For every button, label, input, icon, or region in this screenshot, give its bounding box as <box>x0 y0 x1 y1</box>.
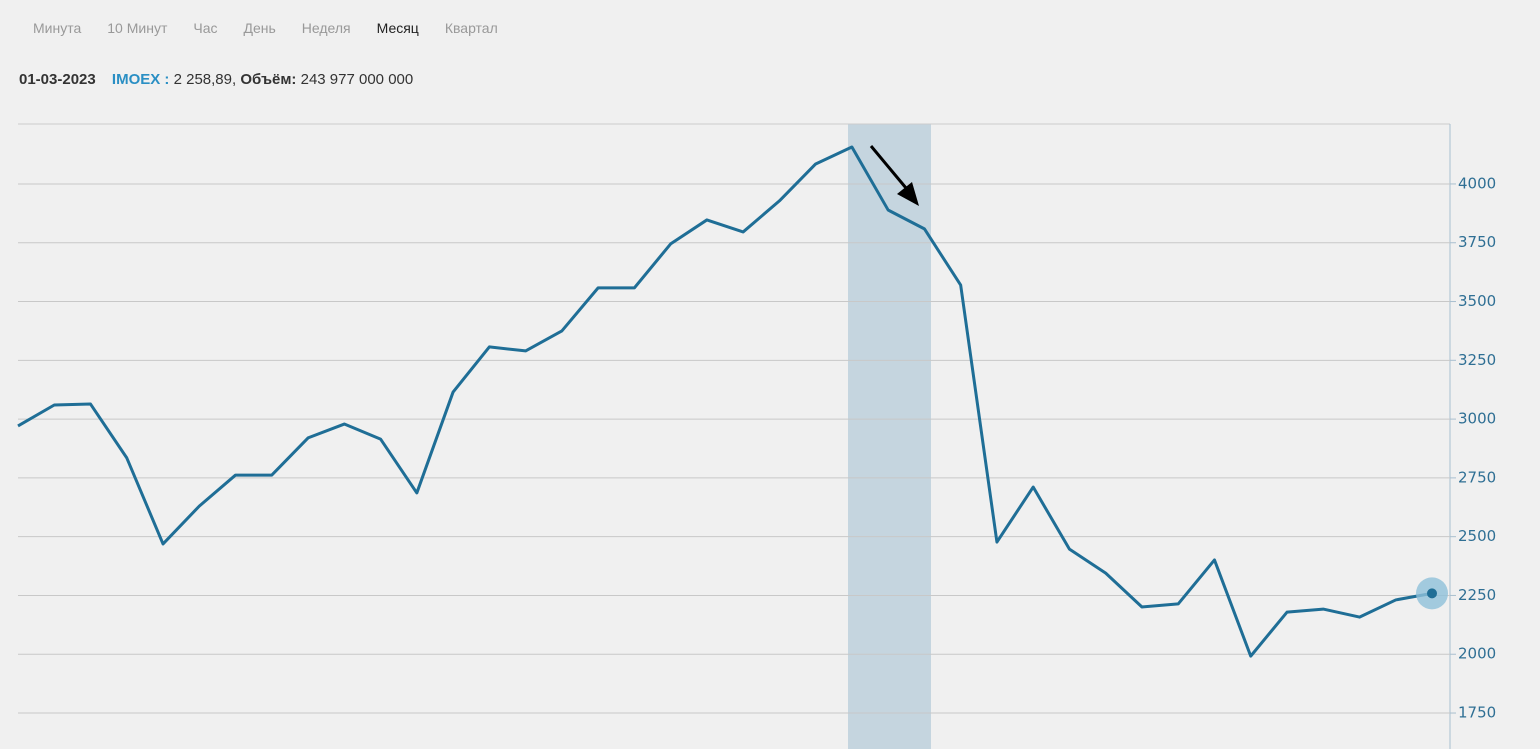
period-tabs: Минута 10 Минут Час День Неделя Месяц Квартал <box>33 20 524 36</box>
tab[interactable]: День <box>243 20 276 36</box>
y-tick-label: 3000 <box>1458 410 1496 428</box>
ticker: IMOEX : <box>111 71 170 88</box>
y-tick-label: 2000 <box>1458 645 1496 663</box>
y-tick-label: 2500 <box>1458 527 1496 545</box>
value: 2 258,89, <box>173 71 237 88</box>
y-tick-label: 3250 <box>1458 351 1496 369</box>
arrow-head <box>897 182 919 206</box>
last-point <box>1427 588 1437 599</box>
date: 01-03-2023 <box>19 71 96 88</box>
tab[interactable]: Месяц <box>376 20 419 36</box>
y-tick-label: 1750 <box>1458 704 1496 722</box>
info-line: 01-03-2023 IMOEX : 2 258,89, Объём: 243 … <box>19 71 413 88</box>
line <box>17 145 1433 658</box>
y-tick-label: 3500 <box>1458 292 1496 310</box>
arrow <box>869 145 908 189</box>
highlight-band <box>848 124 931 749</box>
tab[interactable]: 10 Минут <box>107 20 168 36</box>
y-tick-label: 4000 <box>1458 174 1496 192</box>
tab[interactable]: Неделя <box>301 20 351 36</box>
volume: 243 977 000 000 <box>300 71 414 88</box>
tab[interactable]: Квартал <box>444 20 498 36</box>
volume-label: Объём: <box>240 71 297 88</box>
y-tick-label: 2750 <box>1458 468 1496 486</box>
y-tick-label: 3750 <box>1458 233 1496 251</box>
tab[interactable]: Минута <box>33 20 82 36</box>
tab[interactable]: Час <box>193 20 218 36</box>
y-tick-label: 2250 <box>1458 586 1496 604</box>
